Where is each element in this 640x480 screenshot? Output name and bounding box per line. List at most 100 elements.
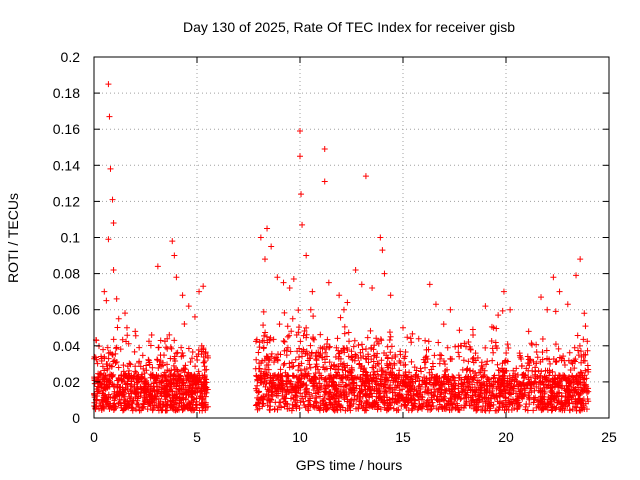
data-point <box>333 373 340 380</box>
data-point <box>330 404 337 411</box>
data-point <box>404 383 411 390</box>
data-point <box>301 328 308 335</box>
data-point <box>362 368 369 375</box>
data-point <box>474 377 481 384</box>
data-point <box>154 375 161 382</box>
data-point <box>290 386 297 393</box>
data-point <box>127 361 134 368</box>
data-point <box>340 387 347 394</box>
data-point <box>435 339 442 346</box>
data-point <box>299 395 306 402</box>
data-point <box>365 359 372 366</box>
data-point <box>102 372 109 379</box>
data-point <box>363 407 370 414</box>
data-point <box>103 383 110 390</box>
data-point <box>501 358 508 365</box>
data-point <box>555 384 562 391</box>
data-point <box>326 373 333 380</box>
data-point <box>511 405 518 412</box>
data-point <box>141 395 148 402</box>
data-point <box>126 367 133 374</box>
data-point <box>119 336 126 343</box>
data-point <box>351 337 358 344</box>
data-point <box>489 391 496 398</box>
data-point <box>410 391 417 398</box>
data-point <box>315 349 322 356</box>
data-point <box>256 339 263 346</box>
data-point <box>461 395 468 402</box>
data-point <box>486 389 493 396</box>
data-point <box>380 392 387 399</box>
data-point <box>520 375 527 382</box>
data-point <box>387 349 394 356</box>
data-point <box>126 393 133 400</box>
data-point <box>492 378 499 385</box>
data-point <box>581 384 588 391</box>
data-point <box>260 322 267 329</box>
data-point <box>555 345 562 352</box>
data-point <box>155 365 162 372</box>
data-point <box>534 373 541 380</box>
data-point <box>465 378 472 385</box>
data-point <box>300 346 307 353</box>
data-point <box>436 351 443 358</box>
data-point <box>387 333 394 340</box>
data-point <box>433 380 440 387</box>
data-point <box>159 384 166 391</box>
data-point <box>274 351 281 358</box>
data-point <box>463 391 470 398</box>
data-point <box>165 391 172 398</box>
data-point <box>162 389 169 396</box>
data-point <box>333 392 340 399</box>
data-point <box>201 358 208 365</box>
data-point <box>297 399 304 406</box>
data-point <box>544 406 551 413</box>
data-point <box>551 404 558 411</box>
data-point <box>367 371 374 378</box>
data-point <box>279 372 286 379</box>
data-point <box>272 399 279 406</box>
data-point <box>382 388 389 395</box>
data-point <box>405 388 412 395</box>
data-point <box>509 376 516 383</box>
data-point <box>178 386 185 393</box>
data-point <box>473 405 480 412</box>
data-point <box>495 367 502 374</box>
x-tick-label: 25 <box>601 429 617 445</box>
data-point <box>578 406 585 413</box>
data-point <box>310 403 317 410</box>
data-point <box>184 404 191 411</box>
data-point <box>362 390 369 397</box>
data-point <box>132 363 139 370</box>
data-point <box>104 366 111 373</box>
data-point <box>288 359 295 366</box>
data-point <box>395 374 402 381</box>
data-point <box>126 360 133 367</box>
data-point <box>185 303 192 310</box>
data-point <box>259 395 266 402</box>
data-point <box>322 356 329 363</box>
data-point <box>522 385 529 392</box>
data-point <box>361 365 368 372</box>
data-point <box>383 407 390 414</box>
data-point <box>407 383 414 390</box>
data-point <box>571 344 578 351</box>
data-point <box>310 402 317 409</box>
data-point <box>344 405 351 412</box>
data-point <box>293 402 300 409</box>
data-point <box>507 306 514 313</box>
data-point <box>294 374 301 381</box>
data-point <box>111 357 118 364</box>
data-point <box>392 353 399 360</box>
y-tick-label: 0.14 <box>53 157 80 173</box>
data-point <box>328 363 335 370</box>
data-point <box>425 386 432 393</box>
data-point <box>426 369 433 376</box>
data-point <box>515 403 522 410</box>
data-point <box>386 388 393 395</box>
data-point <box>189 388 196 395</box>
data-point <box>550 274 557 281</box>
data-point <box>351 357 358 364</box>
data-point <box>395 395 402 402</box>
data-point <box>548 407 555 414</box>
